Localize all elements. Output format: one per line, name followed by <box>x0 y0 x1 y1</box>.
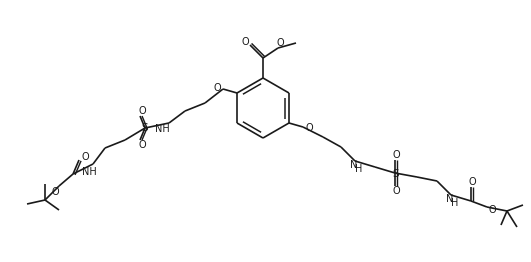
Text: O: O <box>468 177 476 187</box>
Text: O: O <box>81 152 89 162</box>
Text: O: O <box>392 150 400 160</box>
Text: NH: NH <box>82 167 97 177</box>
Text: N: N <box>350 160 358 170</box>
Text: O: O <box>305 123 313 133</box>
Text: N: N <box>446 194 453 204</box>
Text: H: H <box>355 164 363 174</box>
Text: NH: NH <box>155 124 169 134</box>
Text: O: O <box>488 205 496 215</box>
Text: O: O <box>138 140 146 150</box>
Text: O: O <box>241 37 249 47</box>
Text: O: O <box>392 186 400 196</box>
Text: O: O <box>51 187 59 197</box>
Text: O: O <box>276 38 284 48</box>
Text: S: S <box>142 123 148 133</box>
Text: O: O <box>213 83 221 93</box>
Text: S: S <box>392 169 399 179</box>
Text: H: H <box>451 198 459 208</box>
Text: O: O <box>138 106 146 116</box>
